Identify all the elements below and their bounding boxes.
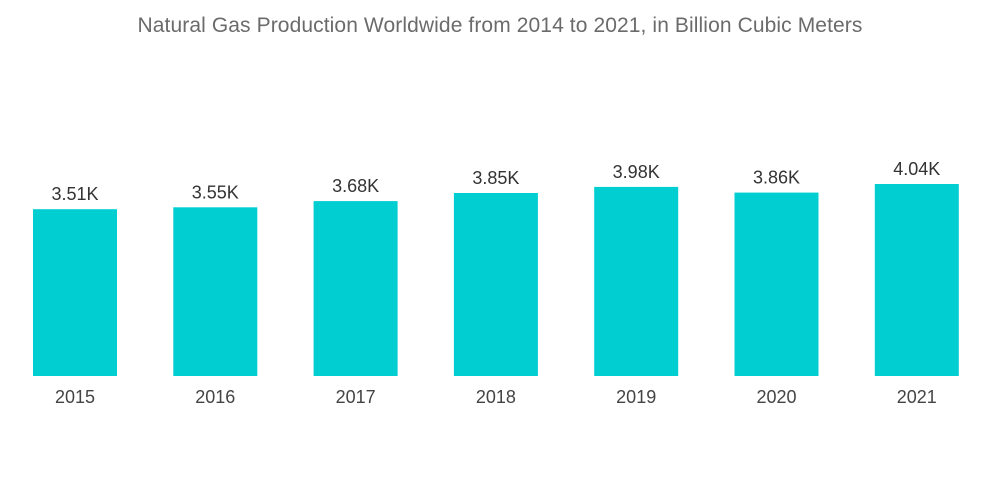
x-tick-2020: 2020 [756,387,796,407]
data-label-2021: 4.04K [893,159,940,179]
bar-2016 [173,207,258,376]
bar-2015 [33,209,117,376]
bar-2020 [734,192,819,376]
x-tick-2015: 2015 [55,387,95,407]
bars-group [33,184,959,376]
x-tick-2019: 2019 [616,387,656,407]
data-label-2015: 3.51K [51,184,98,204]
data-label-2016: 3.55K [192,182,239,202]
x-axis-ticks: 2015 2016 2017 2018 2019 2020 2021 [55,387,937,407]
x-tick-2018: 2018 [476,387,516,407]
x-tick-2017: 2017 [336,387,376,407]
bar-2019 [594,186,679,376]
data-label-2019: 3.98K [613,162,660,182]
data-label-2020: 3.86K [753,168,800,188]
x-tick-2021: 2021 [897,387,937,407]
chart-title: Natural Gas Production Worldwide from 20… [137,14,863,37]
data-label-2017: 3.68K [332,176,379,196]
data-label-2018: 3.85K [472,168,519,188]
bar-2021 [874,184,959,376]
bar-2017 [313,201,398,376]
bar-2018 [453,193,538,376]
x-tick-2016: 2016 [195,387,235,407]
data-labels-group: 3.51K 3.55K 3.68K 3.85K 3.98K 3.86K 4.04K [51,159,940,204]
